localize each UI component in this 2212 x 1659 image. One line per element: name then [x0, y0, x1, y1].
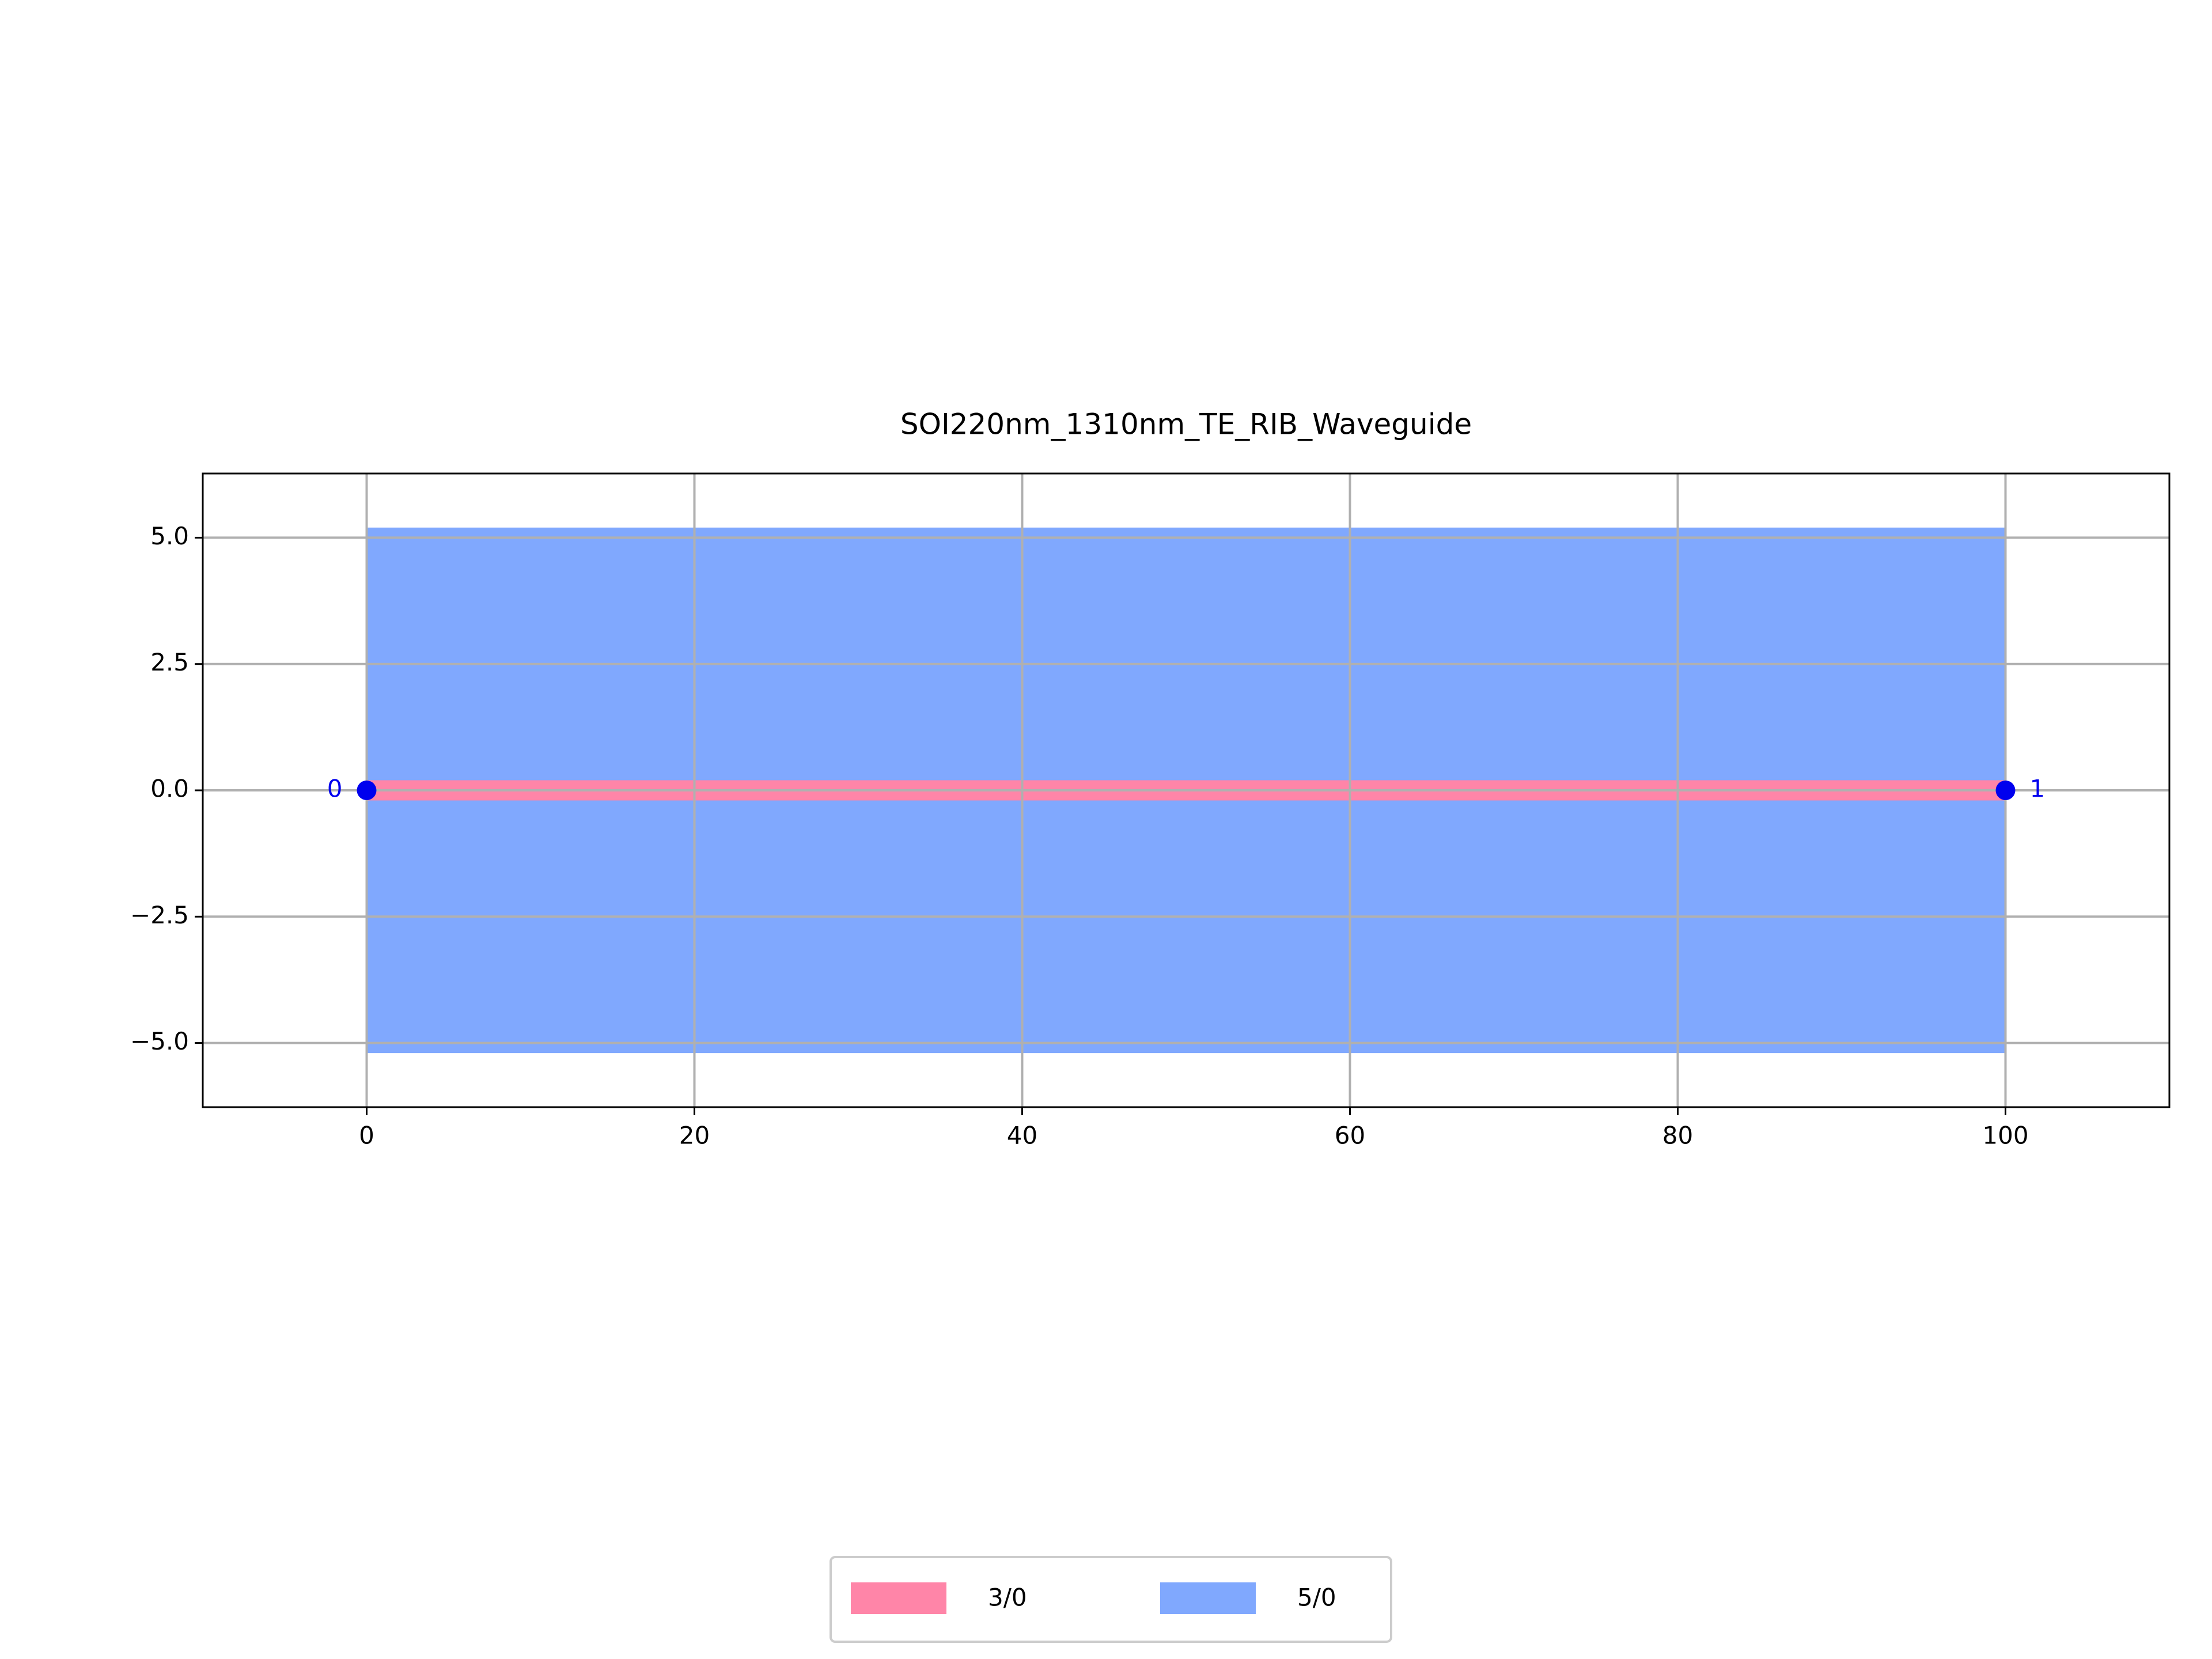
- legend-label: 3/0: [988, 1584, 1027, 1612]
- legend-label: 5/0: [1297, 1584, 1336, 1612]
- port: [1995, 781, 2016, 800]
- port-label: 1: [2030, 775, 2046, 803]
- y-tick-label: −5.0: [130, 1027, 189, 1055]
- x-tick-label: 40: [1007, 1122, 1037, 1150]
- port: [357, 781, 377, 800]
- x-tick-label: 60: [1335, 1122, 1365, 1150]
- port-label: 0: [327, 775, 343, 803]
- y-tick-label: −2.5: [130, 901, 189, 929]
- legend-swatch: [1160, 1582, 1256, 1614]
- x-tick-label: 20: [679, 1122, 710, 1150]
- y-tick-label: 5.0: [150, 522, 189, 550]
- x-tick-label: 80: [1662, 1122, 1693, 1150]
- chart-title: SOI220nm_1310nm_TE_RIB_Waveguide: [900, 408, 1472, 441]
- y-tick-label: 0.0: [150, 775, 189, 803]
- legend-swatch: [851, 1582, 946, 1614]
- plot-frame: [202, 472, 2171, 1108]
- y-tick-label: 2.5: [150, 648, 189, 676]
- legend-box: [830, 1556, 1392, 1643]
- x-tick-label: 0: [359, 1122, 374, 1150]
- x-tick-label: 100: [1982, 1122, 2028, 1150]
